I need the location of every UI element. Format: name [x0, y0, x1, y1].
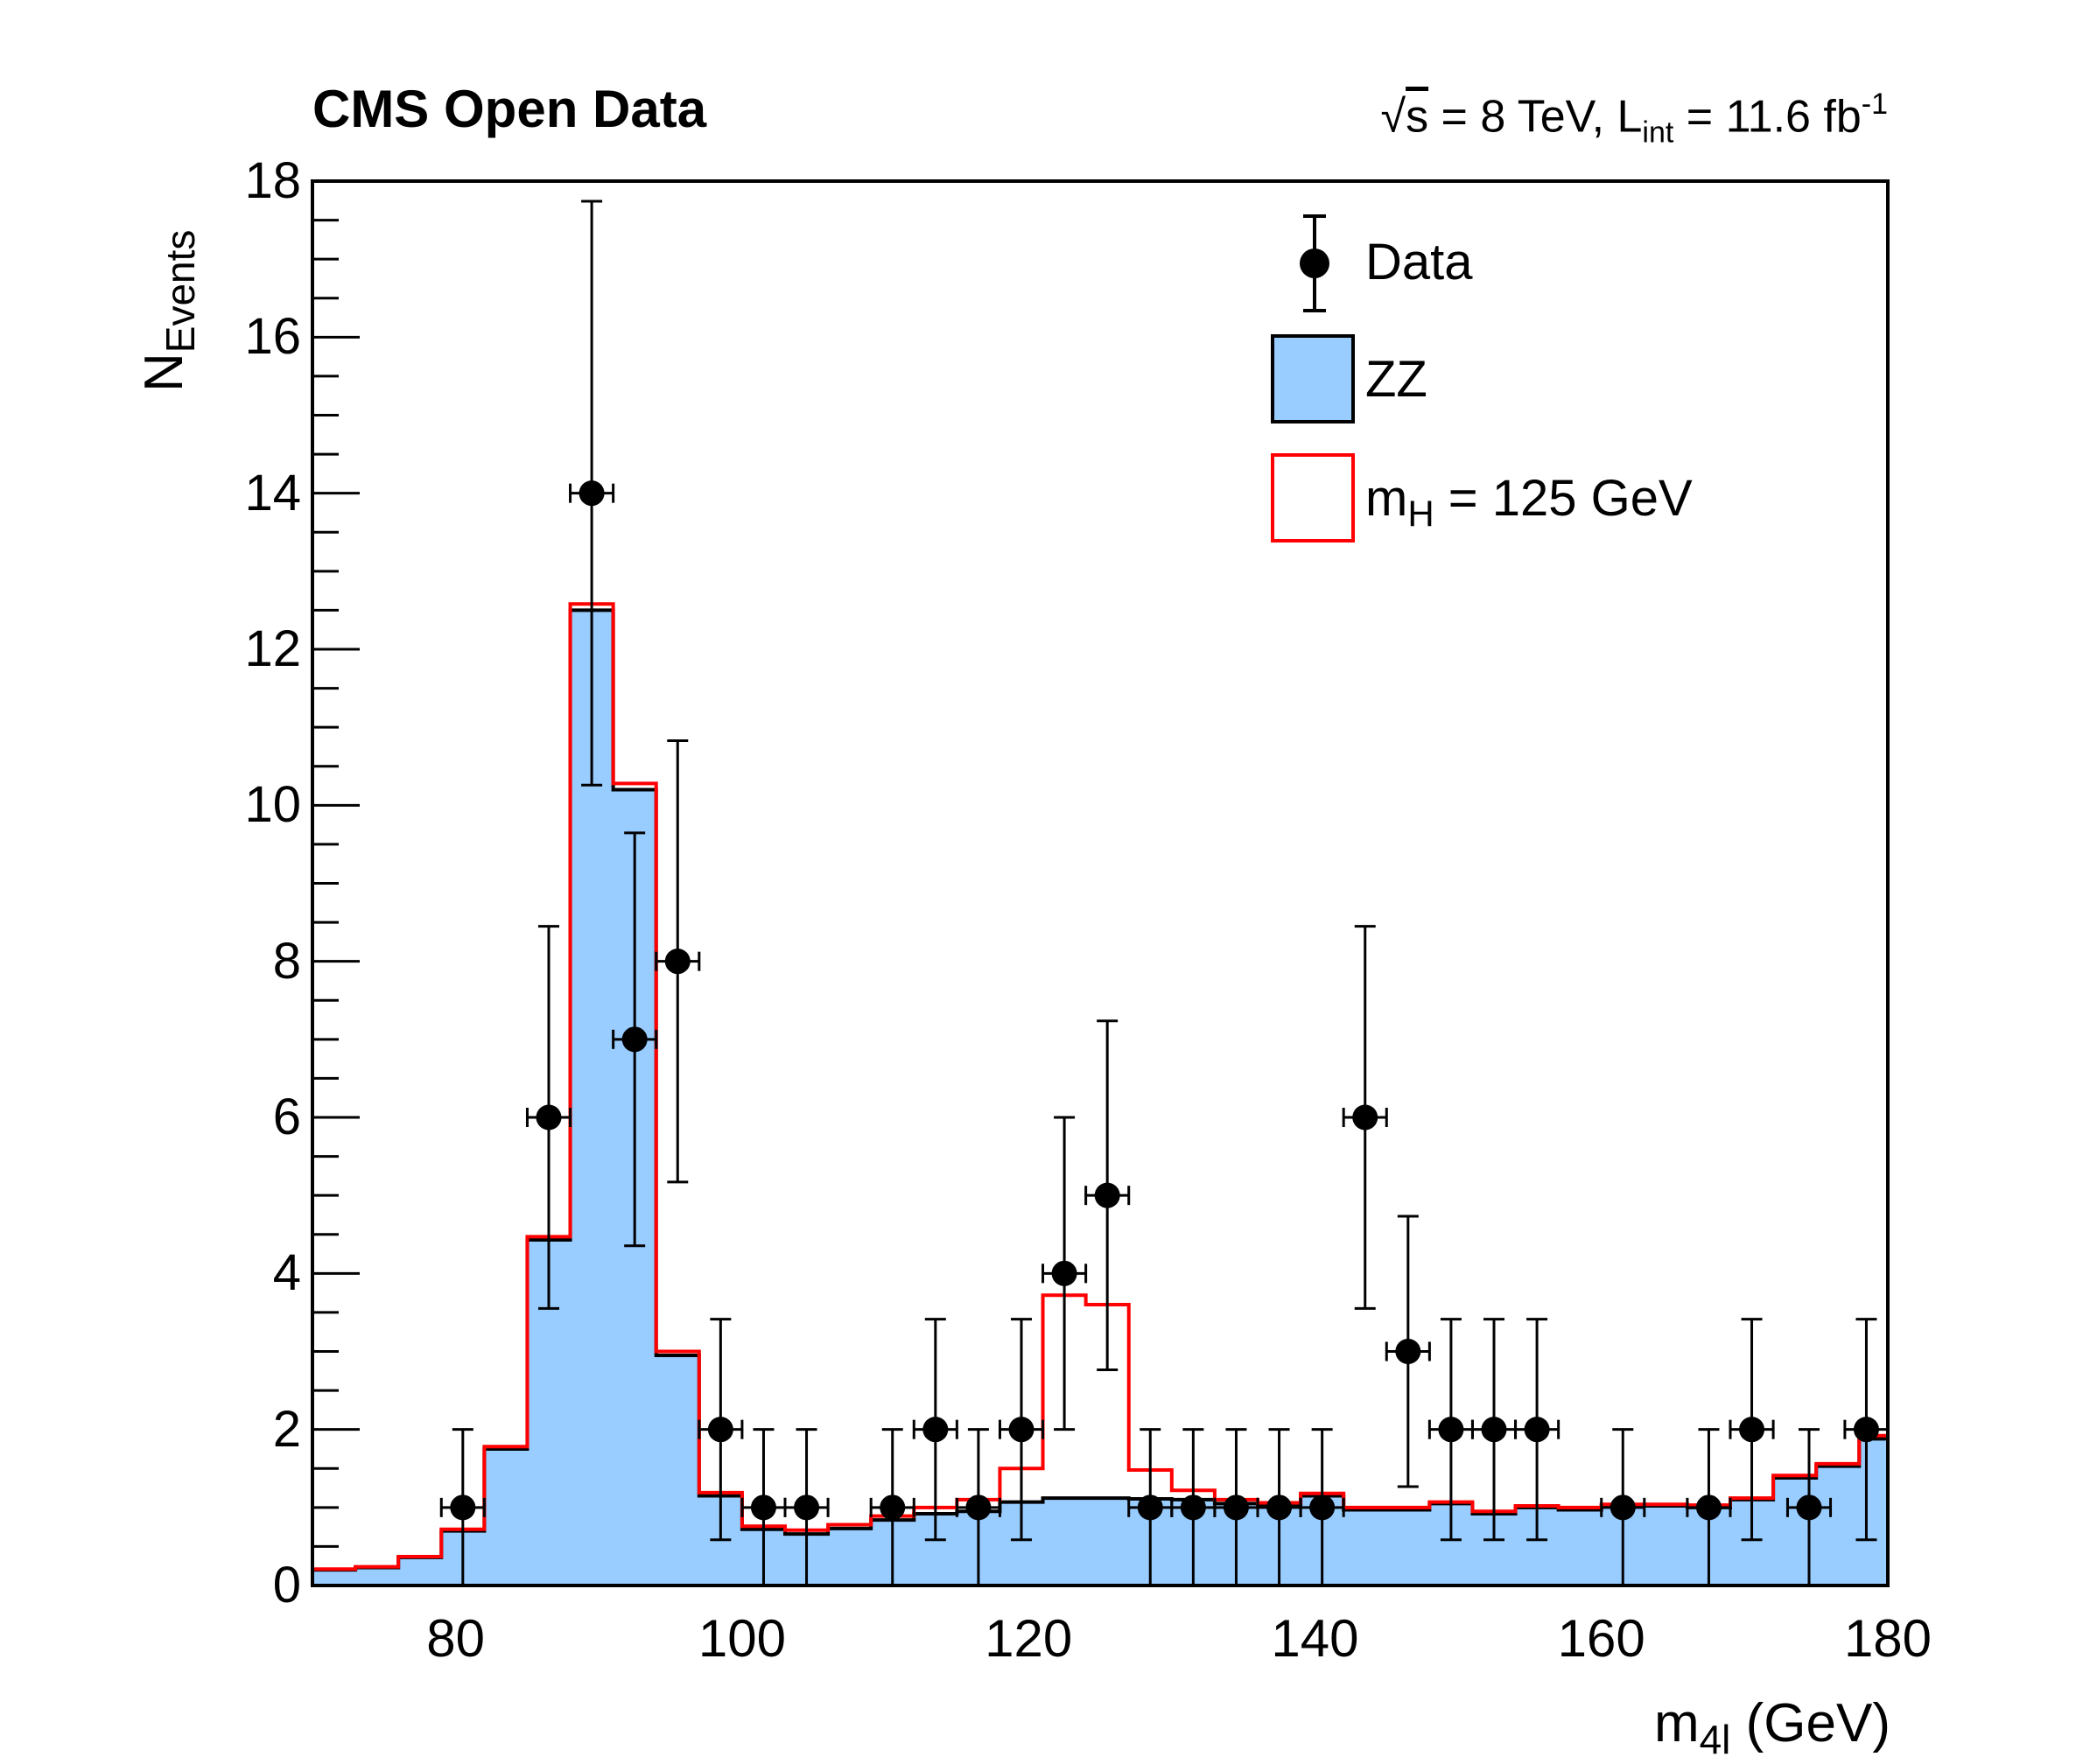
- data-point: [621, 1026, 648, 1053]
- data-point: [1524, 1417, 1550, 1443]
- y-tick-label: 8: [272, 932, 301, 990]
- data-point: [1481, 1417, 1507, 1443]
- lumi-label: √s = 8 TeV, Lint = 11.6 fb-1: [1013, 88, 1888, 150]
- data-point: [1309, 1494, 1336, 1521]
- data-point: [1051, 1260, 1077, 1286]
- x-tick-label: 160: [1557, 1609, 1645, 1668]
- data-point: [1352, 1104, 1378, 1130]
- data-point: [579, 480, 605, 507]
- data-marker-icon: [1300, 248, 1329, 278]
- y-tick-label: 16: [244, 308, 301, 366]
- data-point: [880, 1494, 906, 1521]
- data-point: [1695, 1494, 1722, 1521]
- sqrt-icon: √: [1380, 91, 1406, 143]
- data-point: [965, 1494, 992, 1521]
- y-tick-label: 6: [272, 1088, 301, 1145]
- data-point: [794, 1494, 820, 1521]
- lumi-part2: = 11.6 fb: [1673, 91, 1862, 143]
- plot-frame: [311, 179, 1890, 1587]
- x-tick-label: 80: [426, 1609, 485, 1668]
- data-point: [1180, 1494, 1206, 1521]
- legend-item-data: Data: [1365, 234, 1473, 290]
- data-point: [1008, 1417, 1034, 1443]
- y-tick-label: 4: [272, 1244, 301, 1302]
- data-point: [1395, 1339, 1421, 1364]
- data-point: [664, 948, 691, 975]
- lumi-sup: -1: [1861, 88, 1888, 121]
- data-point: [536, 1104, 562, 1130]
- data-point: [1266, 1494, 1293, 1521]
- x-axis-title-main: m: [1653, 1693, 1700, 1754]
- data-point: [1094, 1182, 1120, 1208]
- y-tick-label: 2: [272, 1400, 301, 1458]
- lumi-sub: int: [1642, 116, 1674, 150]
- data-point: [922, 1417, 949, 1443]
- y-tick-label: 18: [244, 152, 301, 209]
- zz-swatch-icon: [1271, 334, 1355, 424]
- data-marker-cap-icon: [1303, 309, 1326, 312]
- x-tick-label: 180: [1843, 1609, 1932, 1668]
- data-point: [1796, 1494, 1822, 1521]
- x-axis-title: m4l (GeV): [1313, 1692, 1890, 1763]
- legend-item-signal: mH = 125 GeV: [1365, 467, 1693, 546]
- legend-signal-pre: m: [1365, 470, 1408, 527]
- lumi-part1: = 8 TeV, L: [1428, 91, 1643, 143]
- legend-signal-sub: H: [1407, 493, 1434, 535]
- x-axis-title-post: (GeV): [1730, 1693, 1890, 1754]
- legend-item-zz: ZZ: [1365, 351, 1427, 408]
- data-point: [1610, 1494, 1636, 1521]
- data-point: [1853, 1417, 1879, 1443]
- data-marker-cap-icon: [1303, 214, 1326, 218]
- signal-swatch-icon: [1271, 453, 1355, 542]
- page-title: CMS Open Data: [312, 80, 707, 138]
- data-point: [1739, 1417, 1765, 1443]
- data-point: [707, 1417, 733, 1443]
- lumi-sqrt-arg: s: [1406, 91, 1429, 143]
- legend-signal-post: = 125 GeV: [1434, 470, 1693, 527]
- data-point: [750, 1494, 776, 1521]
- x-axis-title-sub: 4l: [1699, 1716, 1731, 1762]
- y-tick-label: 12: [244, 620, 301, 677]
- x-tick-label: 120: [985, 1609, 1073, 1668]
- data-point: [1223, 1494, 1249, 1521]
- y-tick-label: 0: [272, 1557, 301, 1614]
- x-tick-label: 140: [1271, 1609, 1359, 1668]
- y-tick-label: 14: [244, 464, 301, 522]
- y-tick-label: 10: [244, 776, 301, 834]
- data-point: [1137, 1494, 1163, 1521]
- data-point: [1438, 1417, 1464, 1443]
- data-point: [450, 1494, 476, 1521]
- signal-histogram: [312, 602, 1888, 1572]
- x-tick-label: 100: [698, 1609, 786, 1668]
